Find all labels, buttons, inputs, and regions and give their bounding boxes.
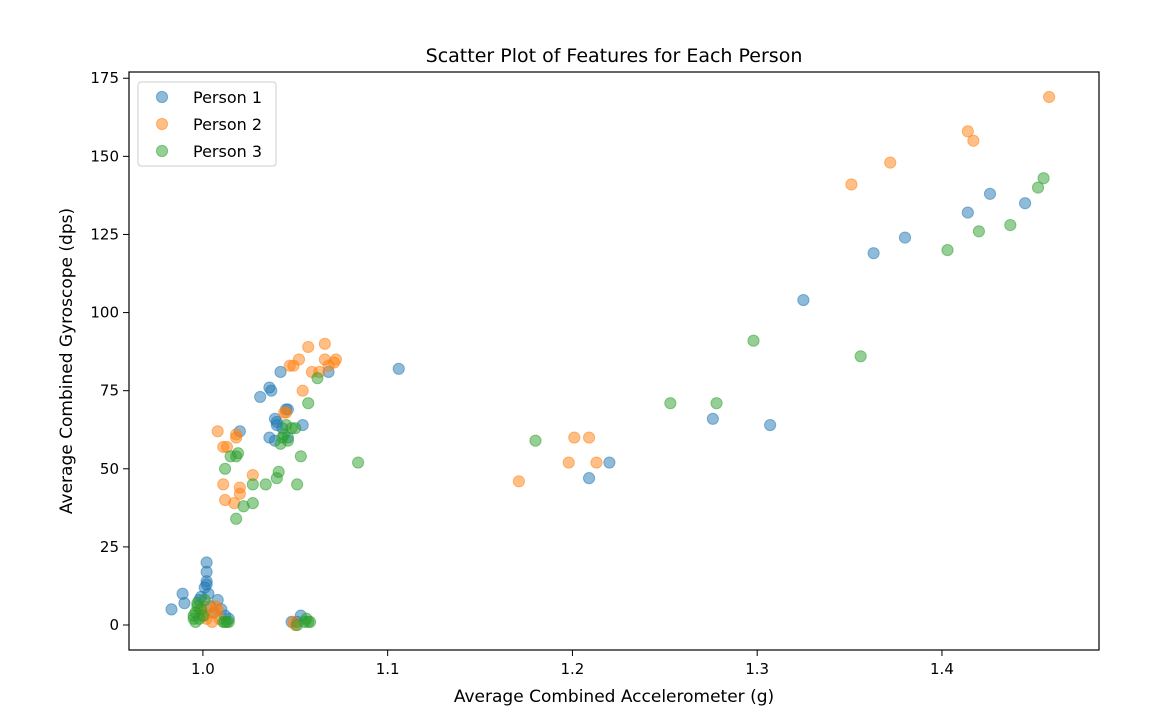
series-person-2 [193, 90, 1056, 632]
point-person-3-18 [231, 447, 245, 460]
point-person-2-39 [568, 431, 581, 444]
y-tick-label: 75 [100, 382, 119, 400]
series-person-3 [187, 172, 1050, 632]
point-person-2-28 [296, 384, 309, 397]
y-tick-label: 125 [90, 225, 119, 243]
point-person-2-37 [512, 475, 525, 488]
point-person-3-24 [272, 465, 285, 479]
point-person-1-36 [392, 362, 405, 375]
legend-label-person-1: Person 1 [193, 88, 262, 107]
point-person-2-27 [292, 353, 306, 366]
point-person-3-8 [196, 609, 209, 622]
y-tick-label: 150 [90, 147, 119, 165]
point-person-3-21 [246, 478, 259, 491]
point-person-1-0 [165, 603, 178, 616]
point-person-1-26 [274, 365, 287, 379]
legend-marker-person-3 [155, 144, 169, 158]
legend-box [137, 81, 277, 167]
legend: Person 1 Person 2 Person 3 [137, 81, 277, 167]
point-person-2-46 [1043, 90, 1056, 104]
x-tick-label: 1.4 [930, 660, 954, 678]
point-person-1-40 [764, 418, 777, 432]
point-person-2-45 [967, 134, 980, 147]
point-person-3-42 [529, 434, 542, 447]
point-person-1-46 [1019, 197, 1032, 210]
point-person-3-44 [710, 397, 723, 410]
point-person-2-41 [590, 456, 603, 469]
y-tick-label: 175 [90, 69, 119, 87]
point-person-3-46 [854, 350, 867, 363]
point-person-1-20 [265, 384, 278, 397]
y-axis: 0 25 50 75 100 125 150 175 [90, 69, 129, 634]
point-person-3-39 [302, 397, 315, 410]
y-axis-label: Average Combined Gyroscope (dps) [57, 208, 77, 514]
point-person-2-42 [845, 178, 858, 191]
point-person-1-42 [867, 247, 880, 260]
point-person-2-32 [318, 337, 331, 350]
point-person-2-22 [279, 406, 293, 419]
point-person-1-44 [961, 206, 974, 219]
point-person-2-19 [233, 481, 246, 494]
point-person-3-9 [198, 593, 211, 607]
x-axis: 1.0 1.1 1.2 1.3 1.4 [191, 650, 954, 678]
point-person-2-40 [582, 431, 596, 444]
point-person-2-10 [211, 425, 224, 438]
point-person-3-47 [941, 243, 954, 257]
point-person-3-38 [303, 615, 317, 628]
point-person-1-41 [797, 293, 810, 307]
point-person-3-20 [246, 497, 259, 510]
point-person-2-17 [230, 428, 243, 441]
point-person-2-38 [562, 456, 575, 469]
point-person-1-38 [603, 456, 616, 469]
y-tick-label: 0 [109, 616, 119, 634]
point-person-1-18 [254, 390, 267, 404]
point-person-2-44 [961, 125, 974, 138]
legend-label-person-3: Person 3 [193, 142, 262, 161]
point-person-3-43 [664, 397, 677, 410]
point-person-3-48 [972, 225, 986, 238]
point-person-3-41 [352, 456, 365, 469]
legend-marker-person-2 [155, 117, 169, 131]
x-tick-label: 1.1 [376, 660, 400, 678]
y-tick-label: 25 [100, 538, 119, 556]
legend-label-person-2: Person 2 [193, 115, 262, 134]
point-person-3-13 [222, 615, 235, 628]
y-tick-label: 100 [90, 304, 119, 322]
y-tick-label: 50 [100, 460, 119, 478]
point-person-2-36 [329, 353, 343, 366]
point-person-1-9 [200, 556, 213, 569]
point-person-2-43 [884, 156, 897, 169]
x-axis-label: Average Combined Accelerometer (g) [454, 687, 774, 707]
point-person-1-2 [178, 597, 191, 610]
x-tick-label: 1.0 [191, 660, 215, 678]
legend-marker-person-1 [155, 90, 169, 104]
point-person-3-22 [259, 478, 272, 491]
point-person-3-49 [1004, 218, 1017, 232]
x-tick-label: 1.3 [745, 660, 769, 678]
point-person-1-37 [582, 472, 596, 485]
x-tick-label: 1.2 [560, 660, 584, 678]
point-person-2-29 [302, 340, 315, 354]
point-person-1-39 [706, 412, 719, 425]
point-person-3-40 [311, 372, 324, 385]
point-person-3-50 [1031, 181, 1045, 194]
point-person-3-32 [291, 478, 304, 491]
point-person-3-51 [1037, 172, 1050, 185]
point-person-1-45 [983, 187, 997, 200]
point-person-3-31 [289, 422, 302, 435]
chart-title: Scatter Plot of Features for Each Person [426, 45, 803, 67]
point-person-2-11 [217, 478, 230, 491]
point-person-3-17 [230, 512, 243, 525]
point-person-3-29 [281, 434, 294, 447]
series-person-1 [165, 187, 1032, 628]
point-person-3-14 [218, 462, 232, 475]
points-layer [165, 90, 1056, 632]
point-person-3-45 [747, 334, 760, 347]
point-person-3-33 [294, 450, 307, 463]
point-person-1-43 [898, 231, 912, 244]
plot-area-frame [128, 71, 1100, 651]
